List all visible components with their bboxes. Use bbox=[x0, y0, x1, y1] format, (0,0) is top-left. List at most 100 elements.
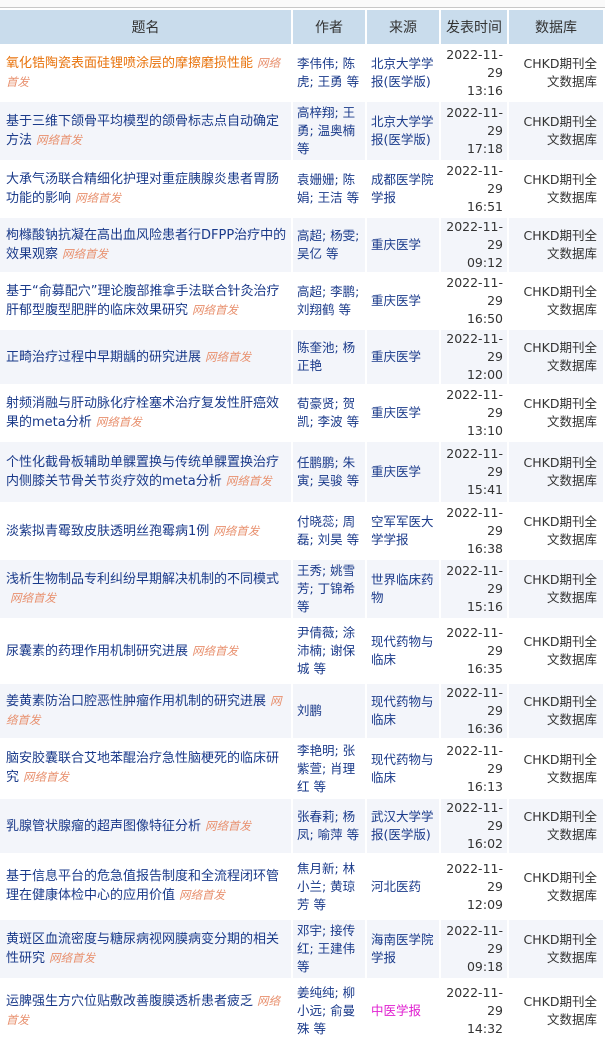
publish-time: 2022-11-29 16:35 bbox=[441, 620, 507, 682]
title-link[interactable]: 大承气汤联合精细化护理对重症胰腺炎患者胃肠功能的影响 bbox=[6, 171, 280, 206]
col-db[interactable]: 数据库 bbox=[509, 10, 603, 44]
col-author[interactable]: 作者 bbox=[293, 10, 365, 44]
source-link[interactable]: 武汉大学学报(医学版) bbox=[367, 799, 439, 853]
publish-time: 2022-11-29 12:00 bbox=[441, 330, 507, 384]
author-cell[interactable]: 任鹏鹏; 朱寅; 吴骏 等 bbox=[293, 442, 365, 502]
title-link[interactable]: 浅析生物制品专利纠纷早期解决机制的不同模式 bbox=[6, 571, 280, 587]
source-link[interactable]: 河北医药 bbox=[371, 878, 422, 894]
author-cell[interactable]: 付晓蕊; 周磊; 刘昊 等 bbox=[297, 514, 360, 547]
author-cell[interactable]: 张春莉; 杨凤; 喻萍 等 bbox=[293, 799, 365, 853]
database-cell: CHKD期刊全文数据库 bbox=[523, 172, 597, 205]
author-cell[interactable]: 高超; 李鹏; 刘翔鹤 等 bbox=[297, 284, 360, 317]
publish-time: 2022-11-29 16:02 bbox=[441, 799, 507, 853]
publish-clock: 14:32 bbox=[466, 1021, 503, 1036]
online-first-tag: 网络首发 bbox=[75, 190, 122, 205]
source-link[interactable]: 现代药物与临床 bbox=[371, 634, 434, 667]
title-link[interactable]: 淡紫拟青霉致皮肤透明丝孢霉病1例 bbox=[6, 523, 210, 539]
col-source[interactable]: 来源 bbox=[367, 10, 439, 44]
online-first-tag: 网络首发 bbox=[95, 414, 142, 429]
publish-clock: 12:09 bbox=[466, 896, 503, 912]
title-link[interactable]: 运脾强生方穴位贴敷改善腹膜透析患者疲乏 bbox=[6, 994, 254, 1009]
title-link[interactable]: 射频消融与肝动脉化疗栓塞术治疗复发性肝癌效果的meta分析 bbox=[6, 395, 280, 430]
table-row: 黄斑区血流密度与糖尿病视网膜病变分期的相关性研究 网络首发 邓宇; 接传红; 王建伟… bbox=[0, 920, 603, 978]
publish-clock: 09:12 bbox=[466, 255, 503, 270]
author-cell[interactable]: 李伟伟; 陈虎; 王勇 等 bbox=[297, 56, 360, 89]
source-link[interactable]: 成都医学院学报 bbox=[371, 172, 434, 205]
database-cell: CHKD期刊全文数据库 bbox=[523, 869, 597, 903]
title-link[interactable]: 正畸治疗过程中早期龋的研究进展 bbox=[6, 349, 202, 365]
title-link[interactable]: 基于三维下颌骨平均模型的颌骨标志点自动确定方法 bbox=[6, 113, 280, 148]
table-row: 浅析生物制品专利纠纷早期解决机制的不同模式网络首发 王秀; 姚雪芳; 丁锦希 等世… bbox=[0, 560, 603, 618]
results-table: 题名 作者 来源 发表时间 数据库 氧化锆陶瓷表面硅锂喷涂层的摩擦磨损性能 网络首… bbox=[0, 8, 605, 1044]
title-link[interactable]: 乳腺管状腺瘤的超声图像特征分析 bbox=[6, 818, 202, 834]
table-row: 大承气汤联合精细化护理对重症胰腺炎患者胃肠功能的影响 网络首发 袁姗姗; 陈娟; 王… bbox=[0, 162, 603, 216]
author-cell[interactable]: 焦月新; 林小兰; 黄琼芳 等 bbox=[297, 860, 356, 912]
author-cell[interactable]: 尹倩薇; 涂沛楠; 谢保城 等 bbox=[297, 625, 356, 676]
publish-date: 2022-11-29 bbox=[446, 563, 503, 596]
table-row: 基于三维下颌骨平均模型的颌骨标志点自动确定方法 网络首发 高梓翔; 王勇; 温奥楠 … bbox=[0, 102, 603, 160]
source-link[interactable]: 北京大学学报(医学版) bbox=[371, 56, 434, 89]
table-row: 淡紫拟青霉致皮肤透明丝孢霉病1例 网络首发 付晓蕊; 周磊; 刘昊 等空军军医大学学… bbox=[0, 504, 603, 558]
source-link[interactable]: 北京大学学报(医学版) bbox=[367, 102, 439, 160]
table-row: 尿囊素的药理作用机制研究进展 网络首发 尹倩薇; 涂沛楠; 谢保城 等现代药物与临床… bbox=[0, 620, 603, 682]
online-first-tag: 网络首发 bbox=[10, 590, 56, 605]
source-link[interactable]: 重庆医学 bbox=[367, 218, 439, 272]
publish-date: 2022-11-29 bbox=[446, 860, 503, 894]
title-link[interactable]: 个性化截骨板辅助单髁置换与传统单髁置换治疗内侧膝关节骨关节炎疗效的meta分析 bbox=[6, 454, 280, 489]
table-row: 个性化截骨板辅助单髁置换与传统单髁置换治疗内侧膝关节骨关节炎疗效的meta分析网… bbox=[0, 442, 603, 502]
table-header: 题名 作者 来源 发表时间 数据库 bbox=[0, 10, 603, 44]
publish-clock: 16:51 bbox=[466, 199, 503, 214]
online-first-tag: 网络首发 bbox=[213, 523, 260, 538]
title-link[interactable]: 尿囊素的药理作用机制研究进展 bbox=[6, 643, 189, 659]
database-cell: CHKD期刊全文数据库 bbox=[509, 684, 603, 738]
online-first-tag: 网络首发 bbox=[225, 473, 272, 488]
title-link[interactable]: 基于“俞募配穴”理论腹部推拿手法联合针灸治疗肝郁型腹型肥胖的临床效果研究 bbox=[6, 283, 280, 318]
online-first-tag: 网络首发 bbox=[192, 643, 239, 658]
author-cell[interactable]: 高梓翔; 王勇; 温奥楠 等 bbox=[293, 102, 365, 160]
author-cell[interactable]: 刘鹏 bbox=[293, 684, 365, 738]
title-link[interactable]: 黄斑区血流密度与糖尿病视网膜病变分期的相关性研究 bbox=[6, 931, 280, 966]
source-link[interactable]: 现代药物与临床 bbox=[367, 684, 439, 738]
online-first-tag: 网络首发 bbox=[205, 818, 252, 833]
author-cell[interactable]: 陈奎池; 杨正艳 bbox=[293, 330, 365, 384]
source-link[interactable]: 现代药物与临床 bbox=[371, 751, 434, 785]
source-link[interactable]: 重庆医学 bbox=[367, 442, 439, 502]
publish-clock: 13:10 bbox=[466, 423, 503, 438]
col-title[interactable]: 题名 bbox=[0, 10, 291, 44]
title-link[interactable]: 基于信息平台的危急值报告制度和全流程闭环管理在健康体检中心的应用价值 bbox=[6, 869, 280, 903]
source-link[interactable]: 重庆医学 bbox=[371, 293, 422, 308]
source-link[interactable]: 重庆医学 bbox=[367, 330, 439, 384]
publish-clock: 16:50 bbox=[466, 311, 503, 326]
publish-date: 2022-11-29 bbox=[446, 446, 503, 479]
table-row: 氧化锆陶瓷表面硅锂喷涂层的摩擦磨损性能 网络首发 李伟伟; 陈虎; 王勇 等北京大学… bbox=[0, 46, 603, 100]
publish-clock: 17:18 bbox=[466, 141, 503, 156]
title-link[interactable]: 脑安胶囊联合艾地苯醌治疗急性脑梗死的临床研究 bbox=[6, 751, 280, 785]
author-cell[interactable]: 李艳明; 张紫萱; 肖理红 等 bbox=[297, 742, 356, 794]
publish-time: 2022-11-29 12:09 bbox=[441, 855, 507, 918]
publish-time: 2022-11-29 09:18 bbox=[441, 920, 507, 978]
publish-time: 2022-11-29 09:12 bbox=[441, 218, 507, 272]
source-link[interactable]: 世界临床药物 bbox=[367, 560, 439, 618]
author-cell[interactable]: 邓宇; 接传红; 王建伟 等 bbox=[293, 920, 365, 978]
source-link[interactable]: 中医学报 bbox=[371, 1003, 422, 1018]
publish-time: 2022-11-29 16:50 bbox=[441, 274, 507, 328]
online-first-tag: 网络首发 bbox=[192, 302, 239, 317]
publish-date: 2022-11-29 bbox=[446, 800, 503, 833]
title-link[interactable]: 氧化锆陶瓷表面硅锂喷涂层的摩擦磨损性能 bbox=[6, 56, 254, 71]
source-link[interactable]: 空军军医大学学报 bbox=[371, 514, 434, 547]
publish-date: 2022-11-29 bbox=[446, 105, 503, 138]
source-link[interactable]: 海南医学院学报 bbox=[367, 920, 439, 978]
publish-date: 2022-11-29 bbox=[446, 163, 503, 196]
author-cell[interactable]: 荀豪贤; 贺凯; 李波 等 bbox=[297, 396, 360, 429]
source-link[interactable]: 重庆医学 bbox=[371, 405, 422, 420]
publish-clock: 16:38 bbox=[466, 541, 503, 556]
title-link[interactable]: 枸橼酸钠抗凝在高出血风险患者行DFPP治疗中的效果观察 bbox=[6, 227, 287, 262]
col-time[interactable]: 发表时间 bbox=[441, 10, 507, 44]
table-row: 正畸治疗过程中早期龋的研究进展 网络首发 陈奎池; 杨正艳 重庆医学 2022-11-2… bbox=[0, 330, 603, 384]
author-cell[interactable]: 高超; 杨雯; 吴亿 等 bbox=[293, 218, 365, 272]
author-cell[interactable]: 王秀; 姚雪芳; 丁锦希 等 bbox=[293, 560, 365, 618]
title-link[interactable]: 姜黄素防治口腔恶性肿瘤作用机制的研究进展 bbox=[6, 694, 267, 709]
author-cell[interactable]: 袁姗姗; 陈娟; 王洁 等 bbox=[297, 172, 360, 205]
database-cell: CHKD期刊全文数据库 bbox=[509, 102, 603, 160]
author-cell[interactable]: 姜纯纯; 柳小远; 俞曼殊 等 bbox=[297, 985, 356, 1036]
